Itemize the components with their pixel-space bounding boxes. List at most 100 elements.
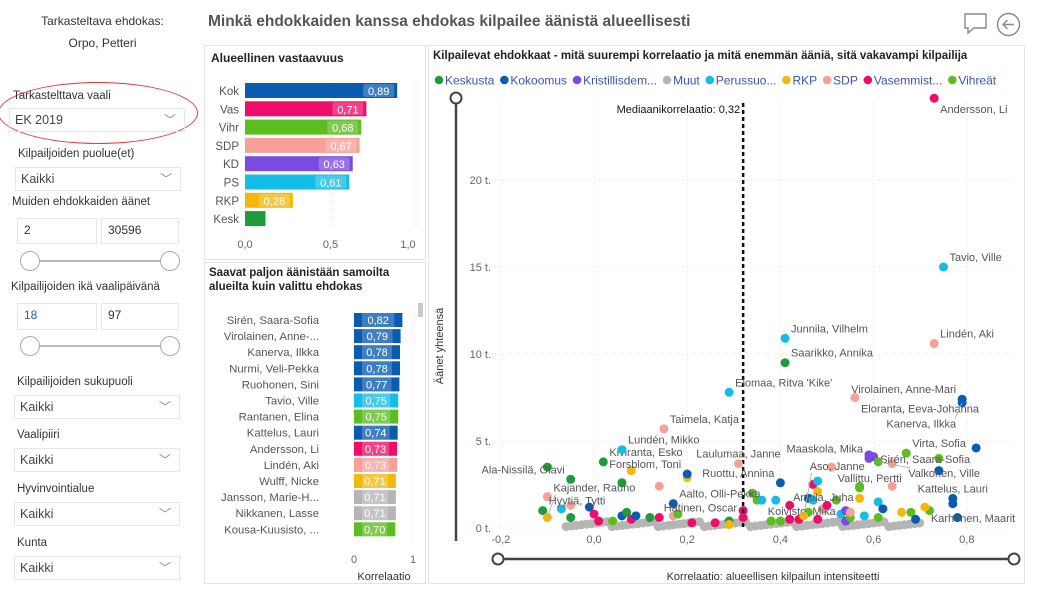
votes-max-input[interactable]: 30596: [101, 218, 179, 244]
data-point[interactable]: [864, 453, 874, 463]
data-point: [566, 513, 576, 523]
data-point[interactable]: [850, 393, 860, 402]
x-slider-handle[interactable]: [1007, 552, 1021, 566]
candidate-name: Wulff, Nicke: [259, 476, 319, 488]
y-tick-label: 10 t.: [470, 349, 491, 361]
y-slider-handle[interactable]: [449, 91, 463, 105]
welfare-label: Hyvinvointialue: [17, 483, 95, 495]
slider-handle-min[interactable]: [20, 251, 40, 271]
data-label-bg: [258, 193, 290, 207]
legend-item[interactable]: SDP: [833, 74, 858, 88]
data-point[interactable]: [757, 495, 767, 505]
parties-dropdown[interactable]: Kaikki ﹀: [15, 167, 181, 191]
legend-item[interactable]: Kristillisdem...: [583, 74, 657, 88]
age-min-input[interactable]: 18: [17, 303, 97, 330]
district-label: Vaalipiiri: [17, 429, 60, 441]
data-point[interactable]: [780, 333, 790, 343]
bar: [354, 506, 396, 521]
candidate-name: Lindén, Aki: [264, 460, 319, 472]
candidate-name: Rantanen, Elina: [239, 412, 320, 424]
data-point[interactable]: [538, 506, 548, 516]
data-point: [887, 481, 897, 491]
comment-icon[interactable]: [963, 12, 989, 36]
data-point[interactable]: [780, 358, 790, 368]
x-slider-handle[interactable]: [491, 552, 505, 566]
legend-item[interactable]: RKP: [792, 74, 817, 88]
data-point[interactable]: [738, 513, 748, 523]
data-label: 0,73: [365, 444, 386, 456]
chevron-down-icon: ﹀: [158, 400, 171, 414]
welfare-dropdown[interactable]: Kaikki ﹀: [14, 502, 180, 526]
point-label: Virta, Sofia: [912, 438, 966, 450]
gender-label: Kilpailijoiden sukupuoli: [17, 376, 133, 388]
data-point[interactable]: [775, 478, 785, 488]
votes-min-input[interactable]: 2: [17, 218, 97, 244]
x-tick-label: 0,5: [323, 239, 338, 251]
label-leader-line: [803, 472, 813, 516]
data-point[interactable]: [939, 262, 948, 272]
x-tick-label: 0,0: [237, 239, 252, 251]
candidate-name: Nurmi, Veli-Pekka: [229, 363, 319, 375]
data-point[interactable]: [929, 339, 939, 349]
data-point[interactable]: [901, 448, 911, 458]
gender-dropdown[interactable]: Kaikki ﹀: [14, 395, 180, 419]
data-point[interactable]: [659, 424, 669, 434]
data-point[interactable]: [855, 481, 865, 491]
slider-handle-min[interactable]: [20, 336, 40, 356]
page-title: Minkä ehdokkaiden kanssa ehdokas kilpail…: [208, 13, 691, 30]
slider-handle-max[interactable]: [160, 336, 180, 356]
legend-item[interactable]: Perussuo...: [716, 74, 777, 88]
data-point: [873, 497, 883, 507]
legend-item[interactable]: Keskusta: [445, 74, 495, 88]
data-point: [566, 500, 576, 510]
data-point[interactable]: [566, 474, 576, 484]
legend-item[interactable]: Kokoomus: [510, 74, 567, 88]
age-range-slider[interactable]: [20, 336, 180, 356]
age-max-input[interactable]: 97: [101, 303, 179, 330]
data-point: [673, 509, 683, 519]
data-point[interactable]: [948, 493, 958, 503]
scrollbar[interactable]: [418, 303, 423, 317]
data-point[interactable]: [617, 445, 627, 455]
data-point[interactable]: [827, 462, 837, 472]
data-point[interactable]: [724, 387, 734, 397]
data-point: [897, 507, 907, 517]
candidate-name: Sirén, Saara-Sofia: [227, 315, 320, 327]
data-point[interactable]: [668, 499, 678, 509]
competitor-scatter-chart[interactable]: Keskusta Kokoomus Kristillisdem... Muut Peru…: [429, 46, 1026, 585]
point-label: Lundén, Mikko: [628, 435, 700, 447]
category-label: SDP: [215, 141, 239, 153]
legend-marker: [662, 75, 672, 85]
data-point: [785, 500, 795, 510]
x-tick-label: 0,2: [680, 534, 695, 546]
point-label: Vallittu, Pertti: [838, 473, 902, 485]
municipality-value: Kaikki: [20, 561, 54, 575]
label-leader-line: [547, 494, 556, 518]
point-label: Anttila, Juha: [793, 492, 854, 504]
data-point[interactable]: [929, 93, 939, 103]
back-arrow-icon[interactable]: [996, 12, 1021, 37]
legend-item[interactable]: Vasemmist...: [874, 74, 942, 88]
election-dropdown[interactable]: EK 2019 ﹀: [9, 108, 185, 132]
data-point[interactable]: [733, 459, 743, 469]
slider-handle-max[interactable]: [160, 251, 180, 271]
point-label: Ruottu, Annina: [702, 468, 775, 480]
legend-item[interactable]: Vihreät: [958, 74, 996, 88]
votes-range-slider[interactable]: [20, 251, 180, 271]
point-label: Taimela, Katja: [670, 414, 740, 426]
point-label: Kajander, Rauno: [553, 483, 635, 495]
legend-item[interactable]: Muut: [673, 74, 700, 88]
data-point[interactable]: [682, 469, 692, 479]
data-label: 0,82: [367, 315, 388, 327]
panel-title: Kilpailevat ehdokkaat - mitä suurempi ko…: [433, 50, 968, 62]
data-point[interactable]: [598, 457, 608, 467]
data-point[interactable]: [971, 443, 981, 453]
votes-label: Muiden ehdokkaiden äänet: [12, 196, 151, 208]
similar-candidates-panel: Saavat paljon äänistään samoilta alueilt…: [204, 262, 426, 584]
data-label-bg: [362, 393, 391, 408]
municipality-dropdown[interactable]: Kaikki ﹀: [14, 556, 180, 580]
district-dropdown[interactable]: Kaikki ﹀: [14, 448, 180, 472]
data-point[interactable]: [920, 502, 930, 512]
party-bar-chart: 0,0 0,5 1,0 Kok 0,89 Vas 0,71 Vihr 0,68 SDP 0,67 KD…: [213, 80, 417, 251]
